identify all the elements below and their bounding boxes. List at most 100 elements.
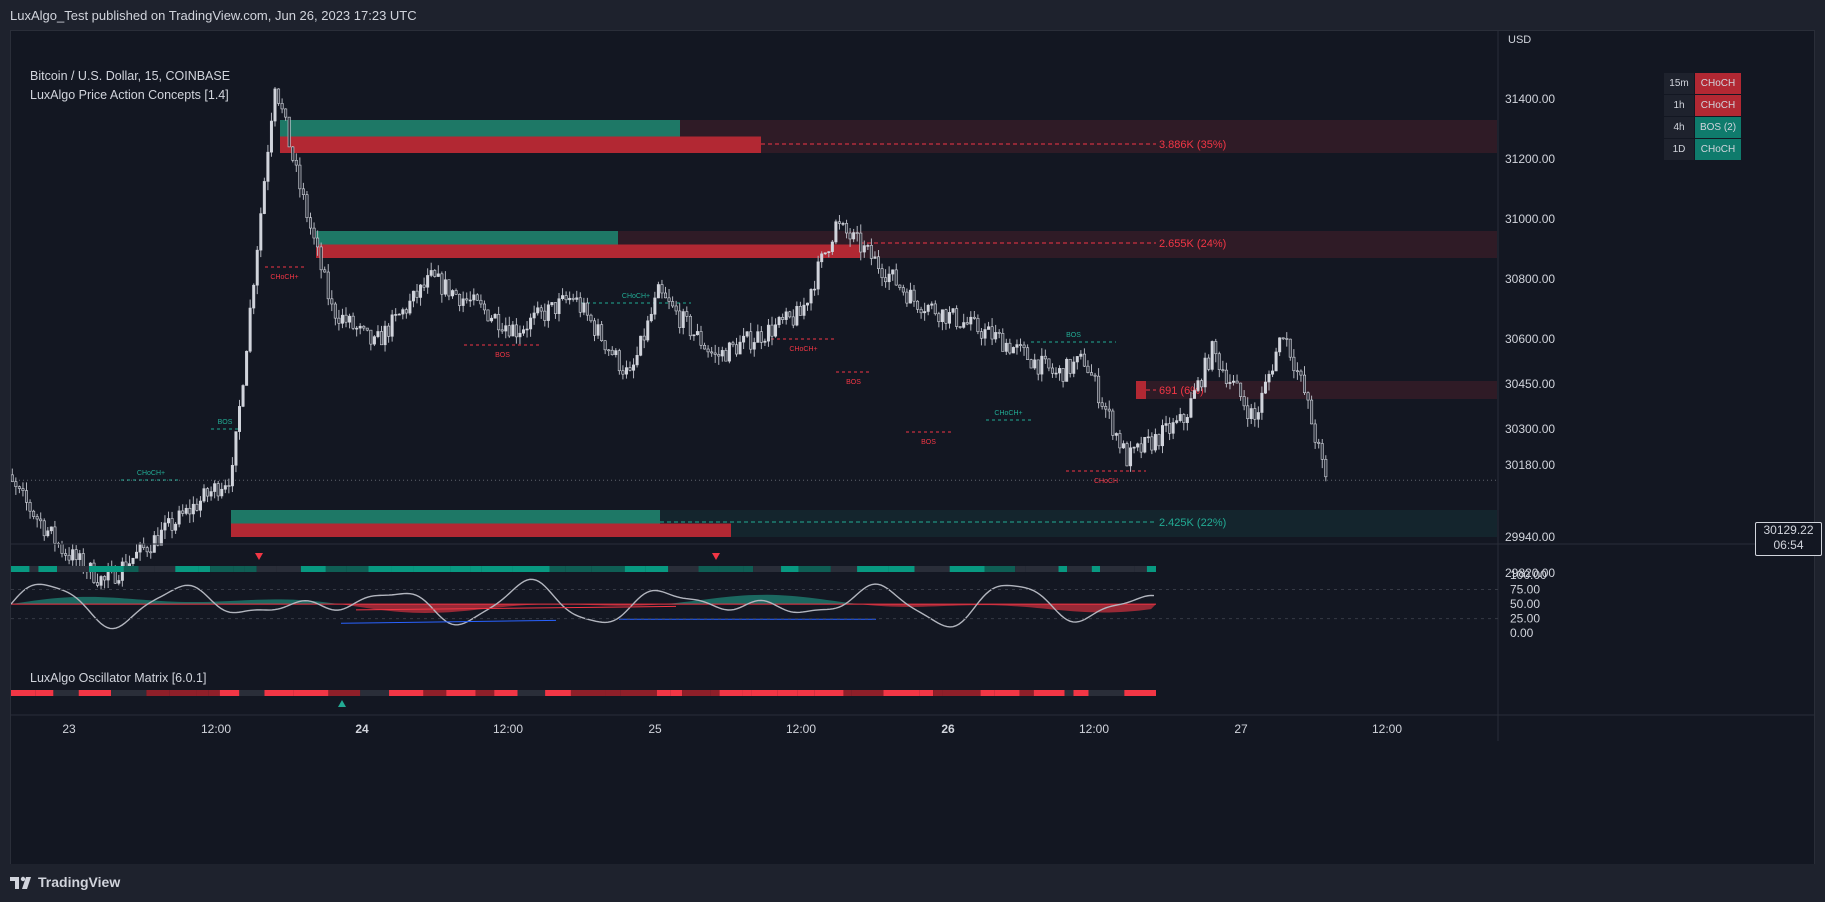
candle-body xyxy=(660,284,664,294)
candle-body xyxy=(546,304,550,321)
candle-body xyxy=(1249,408,1253,420)
candle-body xyxy=(1129,447,1133,467)
candle-body xyxy=(497,314,501,331)
candle-body xyxy=(387,325,391,337)
candle-body xyxy=(1033,359,1037,369)
candle-body xyxy=(273,88,277,122)
candle-body xyxy=(156,535,160,546)
candle-body xyxy=(1203,357,1207,388)
osc-heat-bottom xyxy=(219,690,240,696)
osc-heat-top xyxy=(1025,566,1059,572)
oscillator-legend[interactable]: LuxAlgo Oscillator Matrix [6.0.1] xyxy=(30,671,207,685)
candle-body xyxy=(259,213,263,251)
candle-body xyxy=(1232,380,1236,383)
osc-heat-bottom xyxy=(682,690,711,696)
osc-heat-bottom xyxy=(980,690,995,696)
tradingview-brand[interactable]: TradingView xyxy=(38,874,121,890)
candle-body xyxy=(1146,436,1150,439)
candle-body xyxy=(525,328,529,331)
osc-heat-top xyxy=(391,566,414,572)
order-block-zones: 3.886K (35%) 2.655K (24%) 691 (6%) 2.425K (… xyxy=(231,120,1497,537)
candle-body xyxy=(149,551,153,554)
candle-body xyxy=(1082,353,1086,367)
candle-body xyxy=(1125,443,1129,467)
price-tick-label: 29940.00 xyxy=(1505,530,1555,544)
candle-body xyxy=(809,289,813,304)
osc-heat-top xyxy=(1067,566,1092,572)
osc-heat-bottom xyxy=(360,690,390,696)
candle-body xyxy=(74,549,78,560)
mtf-timeframe: 1D xyxy=(1663,138,1695,161)
candle-body xyxy=(1107,408,1111,412)
candle-body xyxy=(461,298,465,306)
candle-body xyxy=(1008,342,1012,354)
indicator-legend[interactable]: LuxAlgo Price Action Concepts [1.4] xyxy=(30,88,229,102)
osc-heat-top xyxy=(591,566,625,572)
time-tick-label: 24 xyxy=(355,722,369,736)
candle-body xyxy=(766,324,770,342)
osc-heat-top xyxy=(29,566,39,572)
structure-lines: CHoCH+ BOS CHoCH+ BOS CHoCH+ CHoCH+ BOS BOS CHoC… xyxy=(121,266,1146,485)
osc-heat-bottom xyxy=(208,690,220,696)
candles xyxy=(11,87,1498,590)
candle-body xyxy=(582,302,586,313)
osc-heat-bottom xyxy=(196,690,209,696)
candle-body xyxy=(1313,423,1317,443)
candle-body xyxy=(493,314,497,319)
candle-body xyxy=(117,580,121,584)
candle-body xyxy=(362,325,366,329)
candle-body xyxy=(1253,408,1257,420)
candle-body xyxy=(688,315,692,337)
zone-volume-label: 691 (6%) xyxy=(1159,385,1204,397)
candle-body xyxy=(958,326,962,328)
candle-body xyxy=(521,329,525,334)
candle-body xyxy=(138,543,142,553)
candle-body xyxy=(486,309,490,322)
candle-body xyxy=(312,227,316,239)
candle-body xyxy=(671,301,675,307)
osc-heat-top xyxy=(138,566,155,572)
candle-body xyxy=(876,256,880,269)
time-tick-label: 12:00 xyxy=(786,722,816,736)
osc-heat-bottom xyxy=(851,690,884,696)
candle-body xyxy=(983,329,987,339)
time-tick-label: 12:00 xyxy=(1372,722,1402,736)
osc-heat-top xyxy=(984,566,1016,572)
candle-body xyxy=(845,223,849,234)
candle-body xyxy=(1256,412,1260,420)
current-price-value: 30129.22 xyxy=(1763,523,1814,537)
candle-body xyxy=(663,292,667,299)
candle-body xyxy=(905,291,909,304)
symbol-legend[interactable]: Bitcoin / U.S. Dollar, 15, COINBASE xyxy=(30,69,231,83)
candle-body xyxy=(607,349,611,352)
tradingview-logo-icon[interactable] xyxy=(10,875,34,891)
candle-body xyxy=(656,284,660,299)
candle-body xyxy=(1065,358,1069,382)
mtf-signal: CHoCH xyxy=(1694,94,1742,117)
candle-body xyxy=(692,334,696,337)
candle-body xyxy=(266,151,270,182)
candle-body xyxy=(106,570,110,581)
osc-heat-bottom xyxy=(883,690,920,696)
candle-body xyxy=(979,331,983,339)
candle-body xyxy=(411,290,415,302)
chart-canvas[interactable]: 3.886K (35%) 2.655K (24%) 691 (6%) 2.425K (… xyxy=(11,31,1814,865)
osc-heat-top xyxy=(11,566,30,572)
candle-body xyxy=(1175,420,1179,423)
osc-heat-bottom xyxy=(389,690,424,696)
candle-body xyxy=(1317,441,1321,444)
osc-heat-top xyxy=(57,566,89,572)
candle-body xyxy=(784,311,788,320)
chart-area[interactable]: 3.886K (35%) 2.655K (24%) 691 (6%) 2.425K (… xyxy=(10,30,1822,866)
candle-body xyxy=(177,510,181,525)
candle-body xyxy=(53,526,57,544)
mtf-signal: CHoCH xyxy=(1694,72,1742,95)
candle-body xyxy=(42,520,46,537)
candle-body xyxy=(653,297,657,315)
candle-body xyxy=(511,324,515,337)
osc-heat-bottom xyxy=(146,690,170,696)
bear-order-block xyxy=(1136,381,1146,399)
candle-body xyxy=(514,324,518,338)
candle-body xyxy=(475,294,479,301)
mtf-row: 4h BOS (2) xyxy=(1663,116,1742,139)
